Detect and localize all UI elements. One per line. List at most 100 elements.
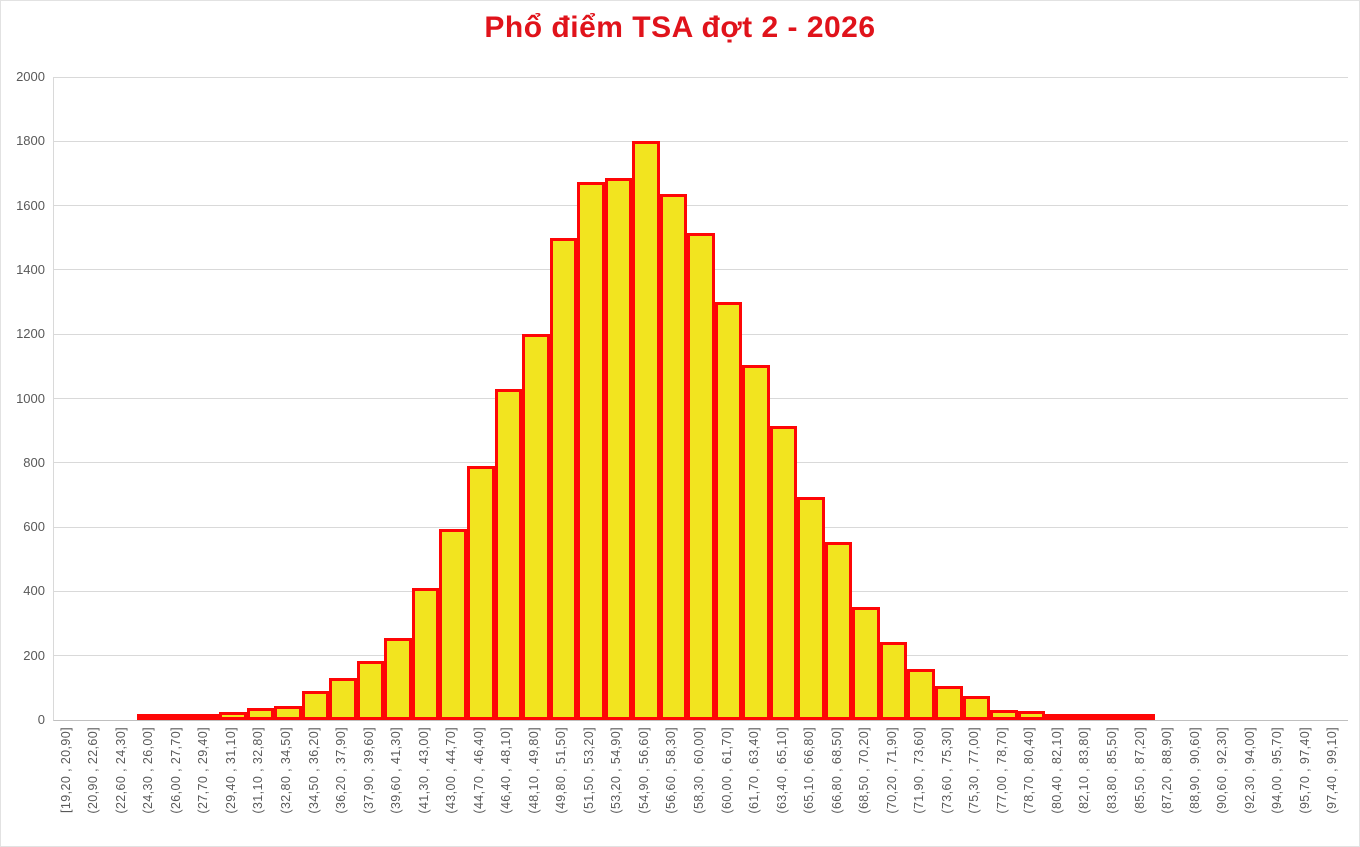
bars-layer bbox=[54, 77, 1348, 720]
y-axis-tick-label: 1400 bbox=[16, 261, 45, 277]
histogram-bar bbox=[246, 707, 275, 720]
x-axis-tick-label: (63,40 , 65,10] bbox=[774, 727, 789, 814]
y-axis-tick-label: 600 bbox=[23, 519, 45, 535]
x-axis-tick-label: (48,10 , 49,80] bbox=[526, 727, 541, 814]
histogram-bar bbox=[935, 686, 963, 720]
histogram-bar bbox=[301, 691, 330, 720]
x-axis-tick-label: (53,20 , 54,90] bbox=[609, 727, 624, 814]
y-axis-tick-label: 800 bbox=[23, 454, 45, 470]
x-axis-tick-label: (95,70 , 97,40] bbox=[1297, 727, 1312, 814]
histogram-bar bbox=[907, 668, 936, 720]
x-axis-tick-label: (71,90 , 73,60] bbox=[912, 727, 927, 814]
x-axis-tick-label: (32,80 , 34,50] bbox=[279, 727, 294, 814]
x-axis-tick-label: (78,70 , 80,40] bbox=[1022, 727, 1037, 814]
x-axis-tick-label: (46,40 , 48,10] bbox=[499, 727, 514, 814]
x-axis-tick-label: [19,20 , 20,90] bbox=[58, 727, 73, 813]
histogram-bar bbox=[577, 181, 605, 720]
gridline bbox=[54, 205, 1348, 207]
histogram-bar bbox=[219, 711, 247, 720]
x-axis-tick-label: (60,00 , 61,70] bbox=[719, 727, 734, 814]
histogram-bar bbox=[769, 425, 798, 720]
x-axis-tick-label: (29,40 , 31,10] bbox=[223, 727, 238, 814]
histogram-bar bbox=[164, 714, 192, 720]
histogram-bar bbox=[797, 496, 825, 720]
histogram-bar bbox=[384, 638, 412, 720]
x-axis-tick-label: (37,90 , 39,60] bbox=[361, 727, 376, 814]
histogram-bar bbox=[824, 541, 853, 720]
x-axis-tick-label: (54,90 , 56,60] bbox=[636, 727, 651, 814]
x-axis-tick-label: (82,10 , 83,80] bbox=[1077, 727, 1092, 814]
histogram-bar bbox=[1045, 714, 1073, 720]
x-axis-tick-label: (24,30 , 26,00] bbox=[141, 727, 156, 814]
histogram-bar bbox=[1072, 714, 1101, 720]
histogram-bar bbox=[494, 388, 523, 720]
y-axis-tick-label: 1200 bbox=[16, 326, 45, 342]
histogram-bar bbox=[879, 642, 908, 720]
x-axis: [19,20 , 20,90] (20,90 , 22,60] (22,60 , 2… bbox=[53, 727, 1347, 846]
histogram-bar bbox=[687, 232, 715, 720]
histogram-bar bbox=[742, 364, 770, 720]
x-axis-tick-label: (61,70 , 63,40] bbox=[747, 727, 762, 814]
x-axis-tick-label: (97,40 , 99,10] bbox=[1325, 727, 1340, 814]
plot-area bbox=[53, 76, 1348, 721]
x-axis-tick-label: (83,80 , 85,50] bbox=[1104, 727, 1119, 814]
histogram-bar bbox=[466, 466, 495, 720]
histogram-bar bbox=[356, 660, 385, 720]
x-axis-tick-label: (56,60 , 58,30] bbox=[664, 727, 679, 814]
histogram-bar bbox=[990, 709, 1018, 720]
histogram-bar bbox=[604, 178, 633, 720]
histogram-bar bbox=[329, 678, 357, 720]
histogram-bar bbox=[852, 607, 880, 720]
x-axis-tick-label: (70,20 , 71,90] bbox=[884, 727, 899, 814]
x-axis-tick-label: (73,60 , 75,30] bbox=[939, 727, 954, 814]
x-axis-tick-label: (34,50 , 36,20] bbox=[306, 727, 321, 814]
x-axis-tick-label: (66,80 , 68,50] bbox=[829, 727, 844, 814]
histogram-bar bbox=[1127, 714, 1156, 720]
gridline bbox=[54, 140, 1348, 142]
x-axis-tick-label: (68,50 , 70,20] bbox=[857, 727, 872, 814]
histogram-bar bbox=[714, 302, 743, 720]
gridline bbox=[54, 76, 1348, 78]
histogram-bar bbox=[274, 705, 302, 720]
x-axis-tick-label: (49,80 , 51,50] bbox=[554, 727, 569, 814]
x-axis-tick-label: (65,10 , 66,80] bbox=[802, 727, 817, 814]
y-axis-tick-label: 1800 bbox=[16, 133, 45, 149]
x-axis-tick-label: (77,00 , 78,70] bbox=[994, 727, 1009, 814]
x-axis-tick-label: (80,40 , 82,10] bbox=[1049, 727, 1064, 814]
x-axis-tick-label: (41,30 , 43,00] bbox=[416, 727, 431, 814]
x-axis-tick-label: (88,90 , 90,60] bbox=[1187, 727, 1202, 814]
x-axis-tick-label: (44,70 , 46,40] bbox=[471, 727, 486, 814]
x-axis-tick-label: (58,30 , 60,00] bbox=[692, 727, 706, 814]
y-axis-tick-label: 1600 bbox=[16, 197, 45, 213]
x-axis-tick-label: (36,20 , 37,90] bbox=[334, 727, 349, 814]
histogram-bar bbox=[1100, 714, 1128, 720]
histogram-bar bbox=[632, 141, 660, 720]
x-axis-tick-label: (20,90 , 22,60] bbox=[86, 727, 101, 814]
x-axis-tick-label: (85,50 , 87,20] bbox=[1132, 727, 1147, 814]
x-axis-tick-label: (75,30 , 77,00] bbox=[967, 727, 982, 814]
histogram-bar bbox=[549, 237, 578, 720]
histogram-bar bbox=[191, 714, 220, 720]
histogram-bar bbox=[522, 334, 550, 720]
histogram-bar bbox=[962, 695, 991, 720]
y-axis-tick-label: 1000 bbox=[16, 390, 45, 406]
histogram-bar bbox=[439, 528, 467, 720]
histogram-bar bbox=[1017, 711, 1046, 720]
x-axis-tick-label: (39,60 , 41,30] bbox=[389, 727, 404, 814]
x-axis-tick-label: (43,00 , 44,70] bbox=[444, 727, 459, 814]
x-axis-tick-label: (94,00 , 95,70] bbox=[1270, 727, 1285, 814]
chart-title: Phổ điểm TSA đợt 2 - 2026 bbox=[484, 11, 876, 44]
x-axis-tick-label: (90,60 , 92,30] bbox=[1215, 727, 1230, 814]
x-axis-tick-label: (26,00 , 27,70] bbox=[168, 727, 183, 814]
x-axis-tick-label: (31,10 , 32,80] bbox=[251, 727, 266, 814]
histogram-bar bbox=[659, 194, 688, 720]
y-axis-tick-label: 400 bbox=[23, 583, 45, 599]
histogram-bar bbox=[411, 588, 440, 720]
x-axis-tick-label: (87,20 , 88,90] bbox=[1160, 727, 1175, 814]
x-axis-tick-label: (92,30 , 94,00] bbox=[1242, 727, 1257, 814]
x-axis-tick-label: (51,50 , 53,20] bbox=[581, 727, 596, 814]
y-axis-tick-label: 2000 bbox=[16, 69, 45, 84]
x-axis-tick-label: (27,70 , 29,40] bbox=[196, 727, 211, 814]
y-axis-tick-label: 200 bbox=[23, 647, 45, 663]
